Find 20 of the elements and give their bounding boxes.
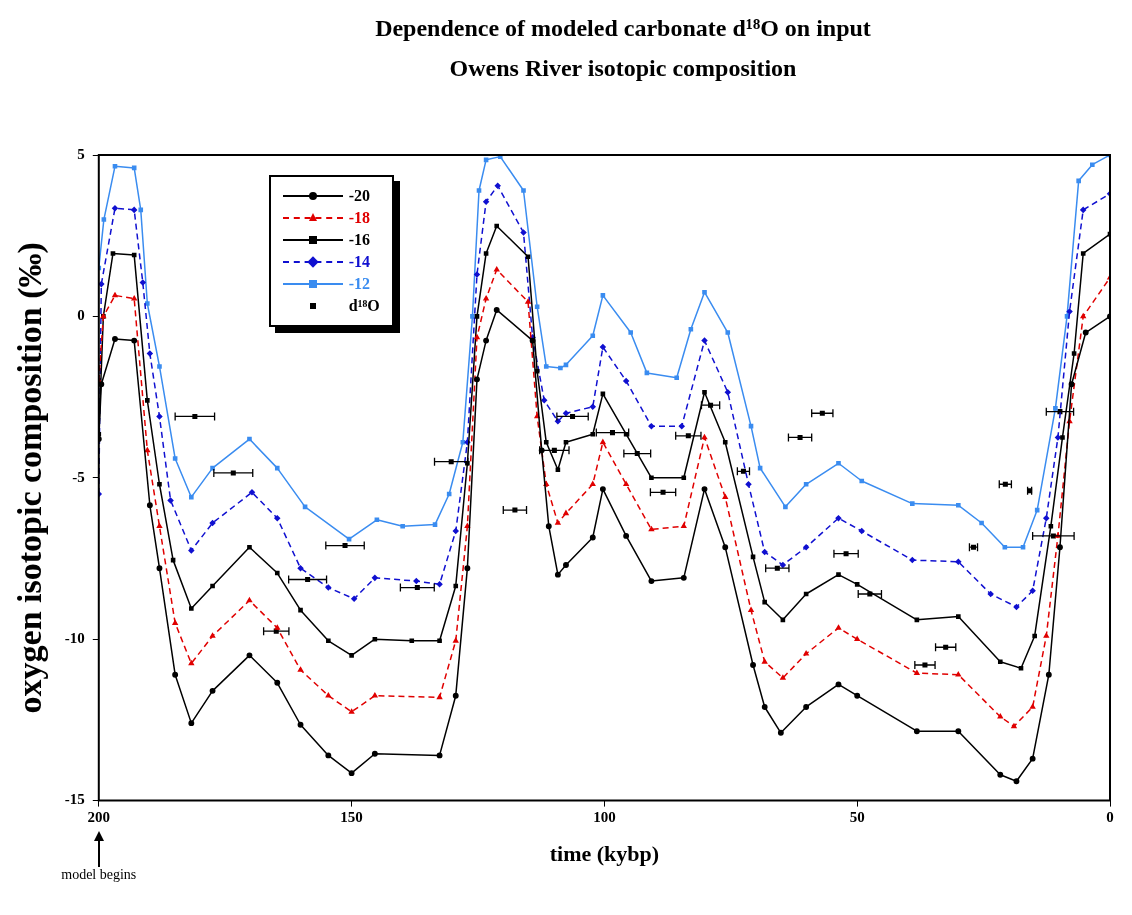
y-tick-label: -10 <box>64 630 85 647</box>
x-tick-label: 100 <box>593 809 616 826</box>
x-tick-label: 50 <box>849 809 865 826</box>
y-tick-label: -15 <box>64 791 85 808</box>
x-tick-label: 0 <box>1106 809 1114 826</box>
x-axis-title: time (kybp) <box>549 841 660 867</box>
legend-label: d¹⁸O <box>348 297 380 315</box>
y-axis-title: oxygen isotopic composition (‰) <box>11 242 50 714</box>
y-tick-label: -5 <box>72 468 85 485</box>
legend-label: -16 <box>348 231 371 249</box>
x-tick-label: 150 <box>340 809 363 826</box>
legend-label: -18 <box>348 209 371 227</box>
legend-label: -14 <box>348 253 371 271</box>
legend-label: -12 <box>348 275 371 293</box>
chart-title: Dependence of modeled carbonate d¹⁸O on input Owens River isotopic composition <box>374 14 872 83</box>
text: model begins <box>61 866 137 882</box>
y-tick-label: 0 <box>77 307 85 324</box>
legend-label: -20 <box>348 187 371 205</box>
x-tick-label: 200 <box>87 809 111 826</box>
y-tick-label: 5 <box>77 145 85 162</box>
